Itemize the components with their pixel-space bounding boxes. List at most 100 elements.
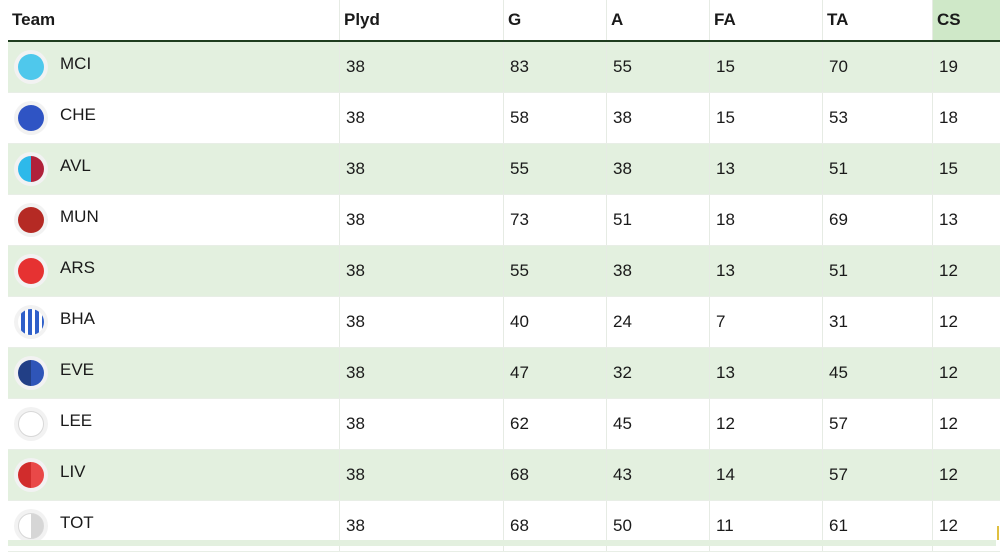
cell-ta: 53 xyxy=(823,93,933,143)
cell-plyd: 38 xyxy=(340,450,504,500)
team-badge-icon xyxy=(14,152,48,186)
cell-plyd: 38 xyxy=(340,246,504,296)
cell-plyd: 38 xyxy=(340,195,504,245)
table-body: MCI 38 83 55 15 70 19 CHE 38 58 38 15 53 18 AVL 38 55 38 1… xyxy=(8,42,1000,552)
header-cs[interactable]: CS xyxy=(933,0,1000,40)
team-badge-icon xyxy=(14,407,48,441)
cell-a: 51 xyxy=(607,195,710,245)
next-row-edge xyxy=(8,540,996,546)
table-row[interactable]: AVL 38 55 38 13 51 15 xyxy=(8,144,1000,195)
cell-ta: 61 xyxy=(823,501,933,551)
cell-g: 58 xyxy=(504,93,607,143)
table-row[interactable]: MCI 38 83 55 15 70 19 xyxy=(8,42,1000,93)
cell-cs: 12 xyxy=(939,465,958,484)
team-name: CHE xyxy=(60,105,96,124)
cell-ta: 45 xyxy=(823,348,933,398)
table-row[interactable]: LIV 38 68 43 14 57 12 xyxy=(8,450,1000,501)
cell-fa: 14 xyxy=(710,450,823,500)
cell-g: 40 xyxy=(504,297,607,347)
team-cell: TOT xyxy=(8,501,340,551)
cell-ta: 31 xyxy=(823,297,933,347)
cell-a: 24 xyxy=(607,297,710,347)
cell-fa: 13 xyxy=(710,348,823,398)
cell-ta: 70 xyxy=(823,42,933,92)
cell-fa: 15 xyxy=(710,93,823,143)
cell-plyd: 38 xyxy=(340,93,504,143)
team-name: TOT xyxy=(60,513,94,532)
cell-ta: 69 xyxy=(823,195,933,245)
team-name: LEE xyxy=(60,411,93,430)
cell-g: 62 xyxy=(504,399,607,449)
cell-cs: 12 xyxy=(939,363,958,382)
cell-a: 43 xyxy=(607,450,710,500)
cell-ta: 51 xyxy=(823,246,933,296)
cell-a: 38 xyxy=(607,93,710,143)
cell-ta: 57 xyxy=(823,450,933,500)
header-team[interactable]: Team xyxy=(8,0,340,40)
header-a[interactable]: A xyxy=(607,0,710,40)
cell-a: 45 xyxy=(607,399,710,449)
cell-fa: 13 xyxy=(710,246,823,296)
cell-g: 55 xyxy=(504,246,607,296)
header-ta[interactable]: TA xyxy=(823,0,933,40)
team-cell: MCI xyxy=(8,42,340,92)
team-cell: BHA xyxy=(8,297,340,347)
table-header: Team Plyd G A FA TA CS xyxy=(8,0,1000,42)
team-name: AVL xyxy=(60,156,91,175)
team-cell: LEE xyxy=(8,399,340,449)
team-badge-icon xyxy=(14,254,48,288)
team-name: MCI xyxy=(60,54,92,73)
table-row[interactable]: BHA 38 40 24 7 31 12 xyxy=(8,297,1000,348)
cell-fa: 12 xyxy=(710,399,823,449)
header-g[interactable]: G xyxy=(504,0,607,40)
cell-g: 47 xyxy=(504,348,607,398)
cell-a: 50 xyxy=(607,501,710,551)
team-cell: LIV xyxy=(8,450,340,500)
cell-fa: 15 xyxy=(710,42,823,92)
cell-cs: 12 xyxy=(939,414,958,433)
table-row[interactable]: CHE 38 58 38 15 53 18 xyxy=(8,93,1000,144)
team-name: MUN xyxy=(60,207,99,226)
team-badge-icon xyxy=(14,356,48,390)
cell-plyd: 38 xyxy=(340,42,504,92)
cell-cs: 13 xyxy=(939,210,958,229)
team-badge-icon xyxy=(14,305,48,339)
stats-table: Team Plyd G A FA TA CS MCI 38 83 55 15 70 19 CH… xyxy=(8,0,1000,552)
header-plyd[interactable]: Plyd xyxy=(340,0,504,40)
cell-cs: 12 xyxy=(939,312,958,331)
cell-g: 55 xyxy=(504,144,607,194)
team-name: ARS xyxy=(60,258,95,277)
team-badge-icon xyxy=(14,509,48,543)
cell-a: 38 xyxy=(607,246,710,296)
cell-a: 38 xyxy=(607,144,710,194)
table-row[interactable]: ARS 38 55 38 13 51 12 xyxy=(8,246,1000,297)
team-badge-icon xyxy=(14,101,48,135)
cell-fa: 7 xyxy=(710,297,823,347)
table-row[interactable]: MUN 38 73 51 18 69 13 xyxy=(8,195,1000,246)
team-cell: ARS xyxy=(8,246,340,296)
cell-fa: 11 xyxy=(710,501,823,551)
cell-a: 55 xyxy=(607,42,710,92)
cell-cs: 15 xyxy=(939,159,958,178)
cell-a: 32 xyxy=(607,348,710,398)
team-cell: CHE xyxy=(8,93,340,143)
cell-fa: 13 xyxy=(710,144,823,194)
cell-ta: 57 xyxy=(823,399,933,449)
team-badge-icon xyxy=(14,203,48,237)
table-row[interactable]: LEE 38 62 45 12 57 12 xyxy=(8,399,1000,450)
header-fa[interactable]: FA xyxy=(710,0,823,40)
team-name: LIV xyxy=(60,462,86,481)
team-name: BHA xyxy=(60,309,95,328)
cell-plyd: 38 xyxy=(340,399,504,449)
cell-g: 68 xyxy=(504,501,607,551)
team-badge-icon xyxy=(14,458,48,492)
team-cell: MUN xyxy=(8,195,340,245)
cell-ta: 51 xyxy=(823,144,933,194)
cell-plyd: 38 xyxy=(340,501,504,551)
cell-cs: 18 xyxy=(939,108,958,127)
cell-cs: 19 xyxy=(939,57,958,76)
cell-g: 83 xyxy=(504,42,607,92)
cell-g: 73 xyxy=(504,195,607,245)
cell-g: 68 xyxy=(504,450,607,500)
table-row[interactable]: EVE 38 47 32 13 45 12 xyxy=(8,348,1000,399)
